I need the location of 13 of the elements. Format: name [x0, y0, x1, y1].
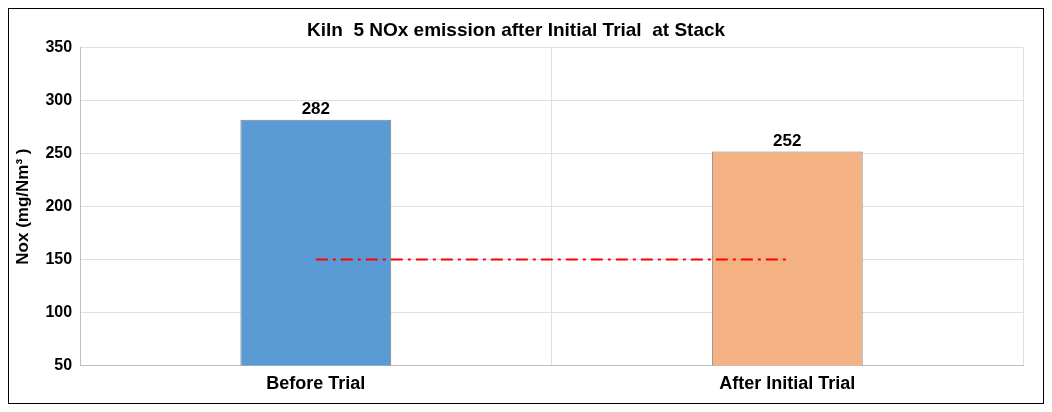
y-tick-label: 200 — [45, 197, 73, 215]
y-tick-label: 100 — [45, 302, 73, 320]
y-tick-label: 350 — [45, 38, 73, 56]
y-tick-label: 50 — [54, 355, 73, 373]
y-tick-label: 250 — [45, 144, 73, 162]
y-tick-label: 300 — [45, 91, 73, 109]
y-axis-title: Nox (mg/Nm³ ) — [12, 148, 32, 265]
x-tick-label: After Initial Trial — [719, 373, 856, 394]
data-label: 252 — [773, 130, 802, 150]
y-tick-label: 150 — [45, 249, 73, 267]
chart-title: Kiln 5 NOx emission after Initial Trial at Stack — [306, 18, 726, 40]
x-tick-label: Before Trial — [266, 373, 366, 394]
data-label: 282 — [301, 98, 331, 118]
